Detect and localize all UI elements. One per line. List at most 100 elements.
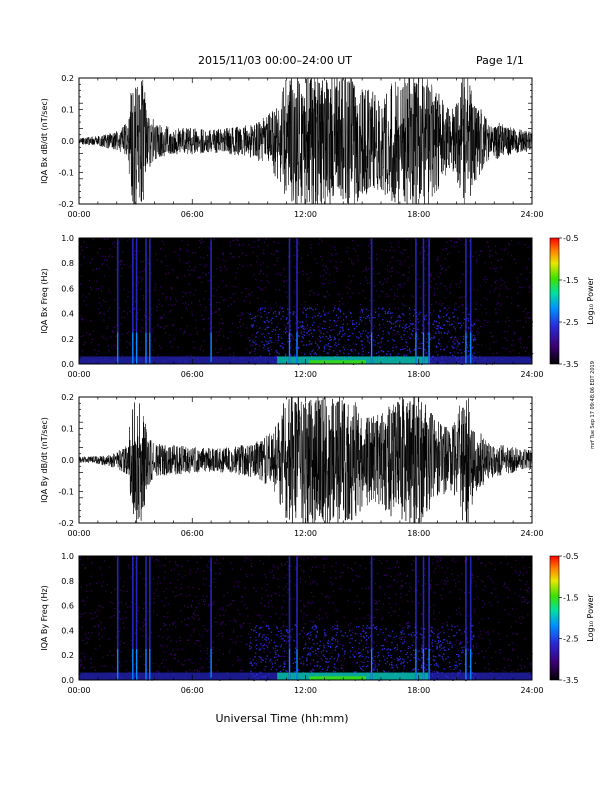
spectrogram-speck — [438, 332, 440, 334]
spectrogram-speck — [527, 601, 529, 603]
spectrogram-speck — [341, 664, 343, 666]
spectrogram-speck — [349, 638, 351, 640]
spectrogram-speck — [350, 567, 353, 570]
spectrogram-speck — [367, 315, 369, 317]
spectrogram-speck — [178, 254, 180, 256]
spectrogram-speck — [525, 317, 527, 319]
spectrogram-speck — [335, 634, 337, 636]
spectrogram-speck — [418, 347, 420, 350]
spectrogram-speck — [281, 606, 283, 608]
spectrogram-speck — [422, 667, 424, 669]
spectrogram-speck — [224, 349, 226, 351]
spectrogram-speck — [89, 583, 91, 585]
spectrogram-speck — [177, 648, 179, 650]
spectrogram-speck — [169, 561, 171, 563]
spectrogram-speck — [193, 617, 195, 620]
y-tick-label: 0.0 — [61, 137, 74, 146]
spectrogram-speck — [324, 295, 327, 297]
spectrogram-speck — [488, 663, 490, 665]
spectrogram-speck — [156, 259, 158, 261]
spectrogram-speck — [104, 256, 106, 258]
spectrogram-speck — [121, 333, 123, 335]
spectrogram-speck — [141, 319, 144, 321]
spectrogram-speck — [340, 665, 342, 667]
spectrogram-speck — [373, 339, 375, 341]
spectrogram-speck — [419, 343, 421, 345]
spectrogram-speck — [402, 320, 404, 322]
spectrogram-speck — [154, 560, 156, 562]
spectrogram-speck — [272, 647, 275, 649]
spectrogram-speck — [312, 329, 315, 331]
spectrogram-speck — [529, 285, 531, 287]
spectrogram-speck — [394, 646, 397, 649]
spectrogram-speck — [180, 583, 182, 585]
spectrogram-speck — [310, 355, 313, 357]
spectrogram-speck — [449, 286, 451, 288]
spectrogram-speck — [259, 633, 261, 635]
spectrogram-speck — [503, 657, 505, 660]
spectrogram-speck — [87, 632, 90, 634]
spectrogram-speck — [263, 634, 265, 636]
y-tick-label: -0.1 — [58, 169, 74, 178]
spectrogram-speck — [329, 335, 331, 337]
spectrogram-speck — [225, 285, 227, 287]
spectrogram-speck — [208, 666, 210, 668]
spectrogram-spike — [415, 556, 417, 680]
spectrogram-spike-core — [145, 332, 147, 364]
spectrogram-speck — [275, 351, 278, 353]
spectrogram-speck — [331, 254, 333, 257]
spectrogram-speck — [101, 636, 103, 638]
spectrogram-speck — [193, 347, 195, 349]
spectrogram-speck — [435, 320, 437, 323]
spectrogram-speck — [369, 627, 371, 629]
spectrogram-speck — [342, 334, 344, 336]
spectrogram-speck — [407, 279, 409, 281]
spectrogram-speck — [334, 649, 337, 651]
spectrogram-speck — [437, 633, 439, 635]
spectrogram-speck — [107, 238, 109, 240]
spectrogram-speck — [275, 302, 277, 304]
spectrogram-speck — [335, 646, 337, 649]
spectrogram-speck — [83, 656, 85, 658]
spectrogram-speck — [335, 609, 337, 611]
spectrogram-speck — [462, 311, 464, 314]
spectrogram-speck — [267, 634, 269, 636]
spectrogram-speck — [416, 637, 418, 639]
spectrogram-speck — [356, 325, 358, 328]
spectrogram-speck — [400, 633, 402, 635]
spectrogram-speck — [423, 319, 425, 321]
spectrogram-speck — [359, 321, 361, 324]
spectrogram-speck — [195, 595, 197, 598]
spectrogram-speck — [170, 286, 172, 289]
spectrogram-speck — [425, 647, 427, 649]
spectrogram-speck — [485, 632, 487, 634]
spectrogram-speck — [358, 642, 360, 644]
spectrogram-speck — [253, 587, 255, 589]
spectrogram-speck — [408, 328, 411, 330]
spectrogram-speck — [474, 598, 476, 600]
spectrogram-speck — [275, 354, 277, 356]
spectrogram-speck — [457, 306, 459, 308]
spectrogram-speck — [401, 348, 403, 350]
spectrogram-speck — [330, 627, 332, 629]
spectrogram-speck — [264, 301, 266, 303]
spectrogram-speck — [263, 668, 265, 670]
spectrogram-speck — [175, 564, 177, 566]
spectrogram-speck — [334, 663, 336, 665]
spectrogram-speck — [282, 311, 284, 313]
spectrogram-speck — [425, 338, 427, 340]
spectrogram-speck — [402, 658, 404, 660]
spectrogram-speck — [119, 618, 121, 620]
spectrogram-speck — [206, 630, 208, 632]
spectrogram-speck — [449, 661, 451, 664]
spectrogram-speck — [334, 338, 336, 340]
spectrogram-speck — [142, 298, 144, 300]
spectrogram-speck — [85, 296, 87, 298]
spectrogram-speck — [316, 664, 319, 666]
spectrogram-speck — [121, 354, 123, 356]
spectrogram-speck — [425, 258, 427, 260]
spectrogram-speck — [397, 573, 400, 576]
spectrogram-speck — [119, 611, 121, 613]
spectrogram-speck — [229, 649, 231, 651]
spectrogram-speck — [262, 332, 265, 334]
